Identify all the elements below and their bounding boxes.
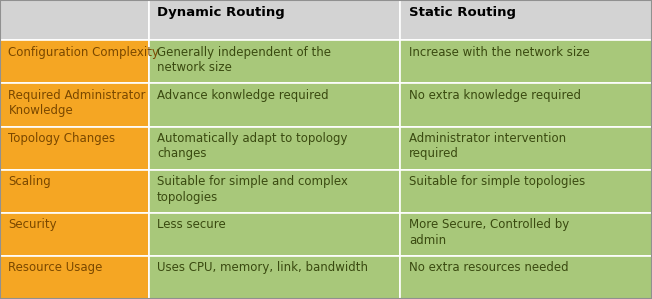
Text: No extra resources needed: No extra resources needed [409, 261, 569, 274]
Text: No extra knowledge required: No extra knowledge required [409, 89, 581, 102]
Text: Security: Security [8, 218, 57, 231]
Bar [149, 83, 400, 126]
Bar [149, 170, 400, 213]
Text: Static Routing: Static Routing [409, 6, 516, 19]
Bar [149, 213, 400, 256]
Bar [400, 213, 652, 256]
Text: Configuration Complexity: Configuration Complexity [8, 46, 160, 59]
Bar [149, 256, 400, 299]
Bar [400, 40, 652, 83]
Text: Scaling: Scaling [8, 175, 52, 188]
Bar [400, 170, 652, 213]
Bar [0, 40, 149, 83]
Bar [0, 0, 149, 40]
Bar [149, 0, 400, 40]
Text: Topology Changes: Topology Changes [8, 132, 115, 145]
Bar [0, 83, 149, 126]
Bar [400, 0, 652, 40]
Bar [0, 170, 149, 213]
Text: Automatically adapt to topology
changes: Automatically adapt to topology changes [157, 132, 348, 161]
Bar [0, 213, 149, 256]
Bar [0, 256, 149, 299]
Text: Increase with the network size: Increase with the network size [409, 46, 589, 59]
Text: Dynamic Routing: Dynamic Routing [157, 6, 285, 19]
Text: Resource Usage: Resource Usage [8, 261, 103, 274]
Bar [400, 256, 652, 299]
Bar [149, 40, 400, 83]
Text: Uses CPU, memory, link, bandwidth: Uses CPU, memory, link, bandwidth [157, 261, 368, 274]
Bar [0, 126, 149, 170]
Bar [149, 126, 400, 170]
Text: More Secure, Controlled by
admin: More Secure, Controlled by admin [409, 218, 569, 247]
Text: Generally independent of the
network size: Generally independent of the network siz… [157, 46, 331, 74]
Text: Required Administrator
Knowledge: Required Administrator Knowledge [8, 89, 146, 117]
Text: Suitable for simple topologies: Suitable for simple topologies [409, 175, 585, 188]
Text: Less secure: Less secure [157, 218, 226, 231]
Text: Suitable for simple and complex
topologies: Suitable for simple and complex topologi… [157, 175, 348, 204]
Bar [400, 83, 652, 126]
Text: Administrator intervention
required: Administrator intervention required [409, 132, 566, 161]
Text: Advance konwledge required: Advance konwledge required [157, 89, 329, 102]
Bar [400, 126, 652, 170]
